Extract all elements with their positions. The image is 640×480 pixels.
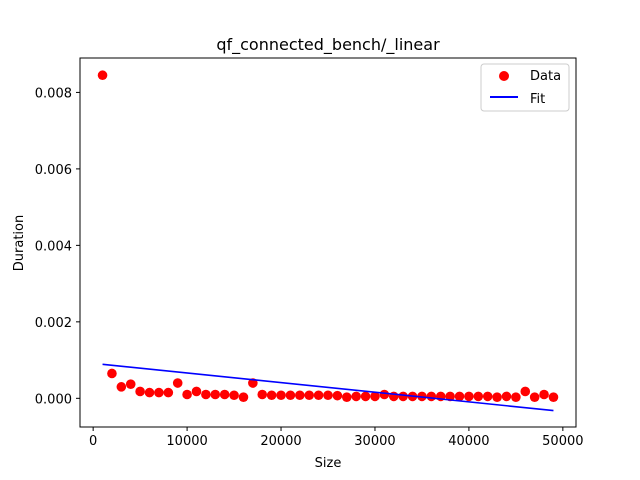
data-point	[323, 390, 333, 401]
data-point	[529, 392, 540, 402]
y-axis-ticks: 0.000 0.002 0.004 0.006 0.008	[35, 86, 80, 407]
y-tick-label: 0.008	[35, 86, 72, 101]
data-point	[154, 387, 164, 398]
data-point	[351, 391, 361, 402]
data-point	[370, 391, 380, 402]
data-point	[482, 391, 493, 402]
data-point	[464, 391, 474, 402]
x-tick-label: 50000	[542, 434, 583, 449]
data-point	[313, 390, 324, 401]
y-tick-label: 0.002	[35, 316, 72, 331]
data-point	[266, 390, 277, 401]
data-point	[341, 392, 352, 402]
data-point	[135, 386, 145, 397]
legend-data-label: Data	[530, 69, 561, 84]
x-axis-ticks: 0 10000 20000 30000 40000 50000	[89, 427, 584, 449]
data-point	[116, 382, 127, 392]
x-tick-label: 20000	[260, 434, 301, 449]
data-point	[219, 389, 230, 400]
y-tick-label: 0.006	[35, 163, 72, 178]
x-axis-label: Size	[315, 456, 342, 471]
x-tick-label: 0	[89, 434, 97, 449]
y-tick-label: 0.000	[35, 392, 72, 407]
legend-data-marker	[499, 71, 509, 81]
series-layer	[97, 70, 559, 412]
data-point	[229, 390, 239, 401]
data-point	[125, 379, 136, 389]
data-point	[97, 70, 108, 81]
x-tick-label: 30000	[354, 434, 395, 449]
legend-fit-label: Fit	[530, 92, 545, 107]
chart-title: qf_connected_bench/_linear	[216, 35, 440, 55]
data-point	[295, 390, 305, 401]
data-point	[473, 391, 484, 402]
y-tick-label: 0.004	[35, 239, 72, 254]
data-point	[501, 391, 512, 402]
data-point	[520, 386, 531, 397]
data-point	[304, 390, 315, 401]
data-point	[144, 387, 155, 398]
data-point	[548, 392, 559, 402]
data-point	[107, 368, 117, 379]
plot-area	[79, 57, 577, 428]
data-point	[257, 389, 268, 400]
y-axis-label: Duration	[12, 215, 27, 271]
data-point	[182, 389, 192, 400]
data-point	[360, 391, 371, 402]
data-point	[445, 391, 455, 402]
data-point	[511, 392, 521, 402]
axes-frame	[79, 57, 577, 428]
x-tick-label: 40000	[448, 434, 489, 449]
data-point	[201, 389, 211, 400]
legend: Data Fit	[480, 63, 570, 112]
data-point	[238, 392, 249, 402]
fit-line	[102, 363, 554, 412]
x-tick-label: 10000	[166, 434, 207, 449]
data-point	[398, 391, 408, 402]
data-point	[379, 389, 390, 400]
data-point	[539, 389, 549, 400]
data-point	[172, 378, 183, 388]
data-point	[426, 391, 437, 402]
data-point	[191, 386, 202, 397]
data-point	[163, 387, 174, 398]
data-point	[210, 389, 221, 400]
data-point	[492, 392, 502, 402]
data-point	[332, 390, 343, 401]
data-point	[454, 391, 465, 402]
data-point	[276, 390, 286, 401]
data-point	[285, 390, 296, 401]
